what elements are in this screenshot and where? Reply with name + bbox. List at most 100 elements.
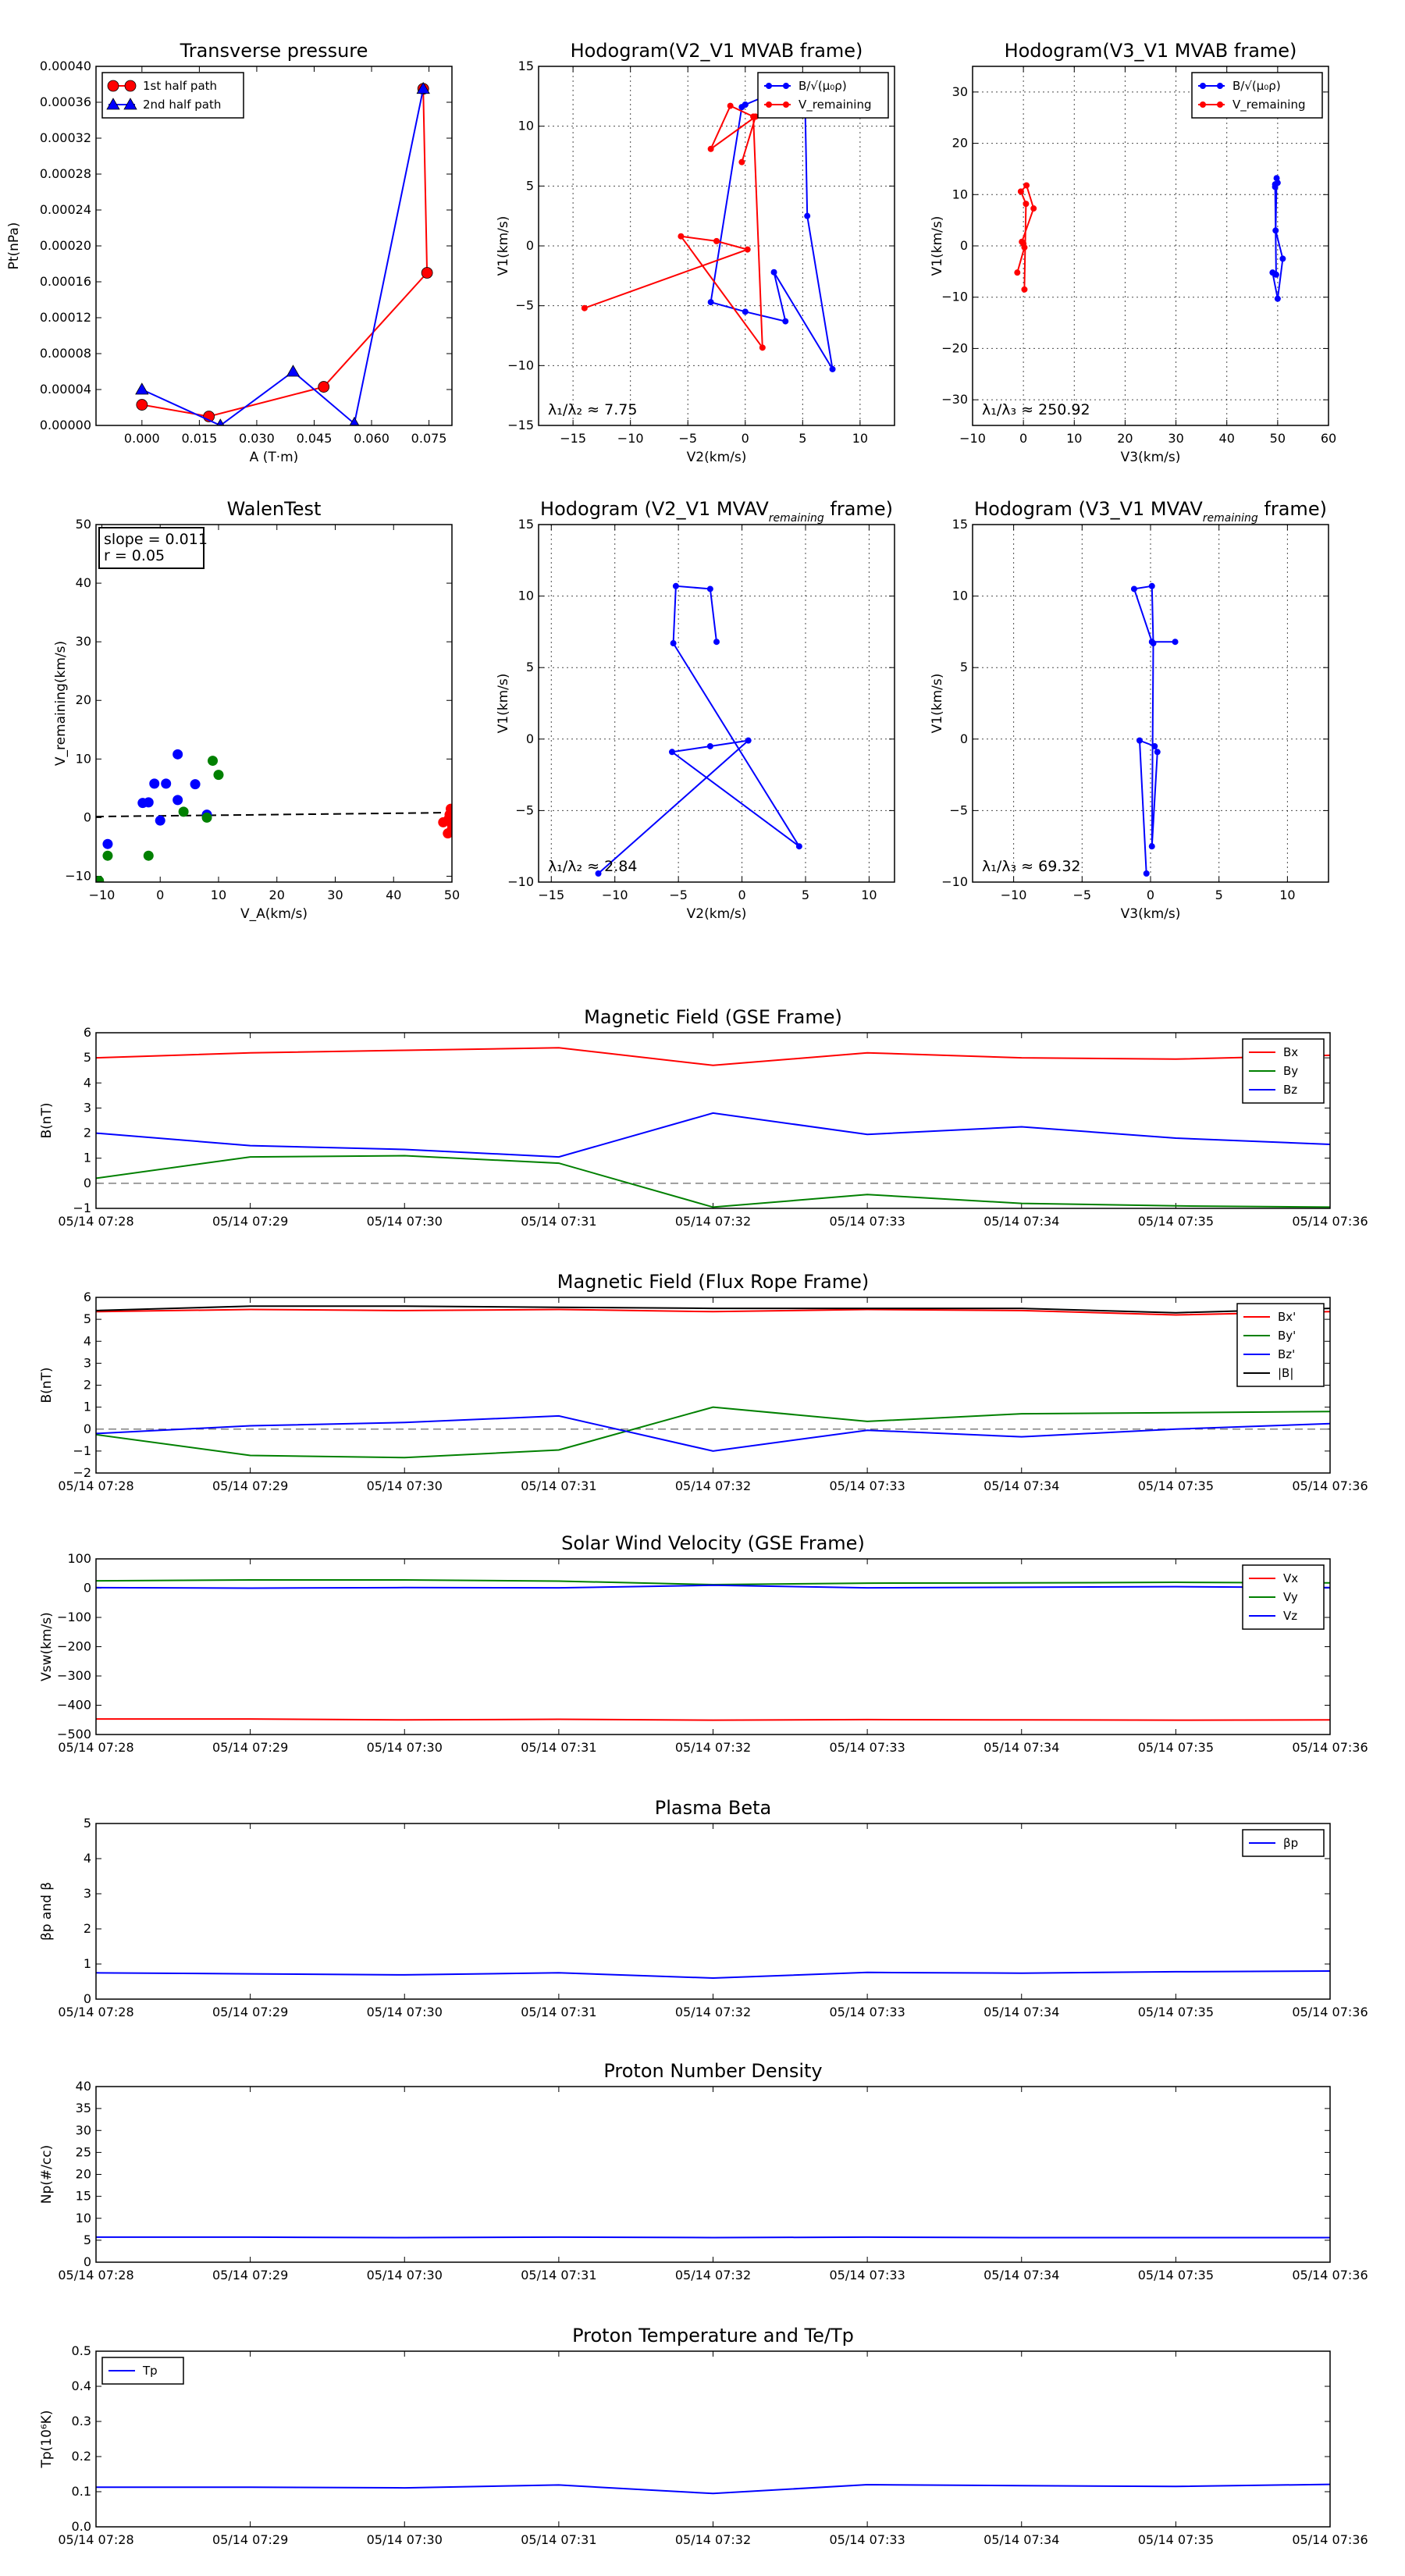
- x-tick-label: 05/14 07:30: [367, 2005, 443, 2019]
- plot-area: [96, 749, 452, 882]
- data-point: [713, 237, 720, 244]
- y-tick-label: −1: [73, 1201, 91, 1215]
- y-tick-label: 0.0: [72, 2519, 91, 2534]
- data-point: [1143, 870, 1150, 877]
- series-line-|B|: [96, 1305, 1330, 1314]
- data-point: [149, 778, 160, 789]
- data-point: [446, 824, 452, 834]
- x-tick-label: 50: [1270, 431, 1286, 446]
- chart-title: Transverse pressure: [180, 40, 368, 62]
- y-axis-label: Pt(nPa): [6, 222, 22, 270]
- y-axis-label: B(nT): [39, 1367, 55, 1403]
- data-point: [96, 876, 105, 882]
- legend-box: [101, 72, 244, 119]
- x-tick-label: 05/14 07:33: [829, 1214, 905, 1229]
- chart-title: Hodogram(V2_V1 MVAB frame): [571, 40, 863, 62]
- y-axis-label: V1(km/s): [496, 216, 511, 276]
- chart-hodogram-v2v1-mvab: Hodogram(V2_V1 MVAB frame) −15 −10 −5 0 5 10 −1…: [496, 40, 895, 465]
- x-tick-label: 05/14 07:29: [212, 2268, 288, 2282]
- x-tick-label: 05/14 07:29: [212, 1478, 288, 1493]
- plot-area: [135, 81, 433, 425]
- legend-label: 2nd half path: [143, 98, 221, 112]
- data-point: [1172, 639, 1179, 646]
- series-line-βp: [96, 1970, 1330, 1980]
- data-point: [143, 850, 154, 861]
- x-tick-label: 0: [742, 431, 749, 446]
- y-tick-label: −300: [57, 1668, 91, 1683]
- plot-frame: [95, 1297, 1331, 1474]
- data-point: [136, 399, 148, 411]
- y-tick-label: −10: [65, 868, 91, 883]
- y-axis-label: V1(km/s): [930, 674, 945, 734]
- legend: 1st half path 2nd half path: [101, 72, 244, 119]
- x-tick-label: 5: [799, 431, 806, 446]
- data-point: [1274, 180, 1281, 187]
- y-tick-label: 40: [76, 2079, 91, 2094]
- y-tick-label: 0.00012: [40, 310, 91, 325]
- chart-title: Proton Temperature and Te/Tp: [572, 2325, 854, 2347]
- y-tick-label: −100: [57, 1610, 91, 1624]
- legend-label: |B|: [1278, 1366, 1293, 1380]
- x-tick-label: 10: [211, 888, 226, 902]
- plot-area: [96, 2483, 1330, 2495]
- data-point: [286, 365, 301, 377]
- data-point: [318, 381, 330, 393]
- series-line-B/√(μ₀ρ): [710, 85, 834, 370]
- y-tick-label: −400: [57, 1698, 91, 1713]
- x-tick-label: 0.045: [297, 431, 333, 446]
- x-tick-label: −5: [678, 431, 697, 446]
- y-tick-label: 0: [84, 1581, 91, 1596]
- plot-frame: [972, 66, 1329, 426]
- legend-label: Bz': [1278, 1347, 1295, 1361]
- y-tick-label: 30: [952, 84, 968, 99]
- legend-marker: [1217, 101, 1223, 108]
- data-point: [727, 102, 734, 109]
- legend-box: [1191, 72, 1323, 119]
- plot-frame: [95, 2086, 1331, 2263]
- y-tick-label: 10: [518, 589, 534, 603]
- legend-marker: [783, 83, 789, 89]
- eigenvalue-ratio: λ₁/λ₃ ≈ 250.92: [982, 401, 1090, 418]
- data-point: [1148, 582, 1155, 589]
- x-tick-label: 05/14 07:29: [212, 2005, 288, 2019]
- x-tick-label: 60: [1321, 431, 1336, 446]
- legend-label: βp: [1283, 1836, 1298, 1850]
- y-tick-label: 0.00000: [40, 418, 91, 432]
- legend-label: 1st half path: [143, 79, 217, 93]
- y-tick-label: −5: [949, 802, 968, 817]
- series-line-Vz: [96, 1584, 1330, 1589]
- y-tick-label: 10: [76, 2211, 91, 2226]
- legend-marker: [107, 80, 119, 92]
- x-tick-label: 05/14 07:29: [212, 1214, 288, 1229]
- x-tick-label: 05/14 07:30: [367, 1214, 443, 1229]
- data-point: [161, 778, 172, 789]
- y-tick-label: 0: [526, 731, 534, 746]
- y-axis-label: V1(km/s): [930, 216, 945, 276]
- x-tick-label: 05/14 07:35: [1138, 2268, 1214, 2282]
- chart-title: Plasma Beta: [655, 1797, 771, 1819]
- legend: Bx' By' Bz' |B|: [1236, 1303, 1325, 1387]
- data-point: [173, 749, 183, 760]
- data-point: [1017, 188, 1024, 195]
- plot-area: [581, 84, 836, 372]
- data-point: [742, 308, 749, 315]
- x-tick-label: 30: [1168, 431, 1183, 446]
- stats-box: [98, 527, 205, 569]
- legend-marker: [106, 98, 120, 110]
- y-tick-label: 20: [76, 2167, 91, 2182]
- y-tick-label: 5: [84, 2233, 91, 2247]
- legend-label: Tp: [142, 2364, 158, 2378]
- y-tick-label: −1: [73, 1443, 91, 1458]
- x-tick-label: 0.075: [411, 431, 447, 446]
- series-line-By': [96, 1406, 1330, 1459]
- data-point: [421, 267, 433, 279]
- x-tick-label: 20: [1117, 431, 1133, 446]
- x-tick-label: 05/14 07:32: [675, 1478, 751, 1493]
- x-tick-label: 0.000: [124, 431, 160, 446]
- series-line-1st half path: [141, 88, 429, 418]
- y-tick-label: 0.00020: [40, 238, 91, 253]
- x-tick-label: −10: [617, 431, 644, 446]
- x-tick-label: 05/14 07:28: [58, 1740, 133, 1755]
- x-tick-label: −15: [560, 431, 586, 446]
- x-tick-label: 0: [738, 888, 745, 902]
